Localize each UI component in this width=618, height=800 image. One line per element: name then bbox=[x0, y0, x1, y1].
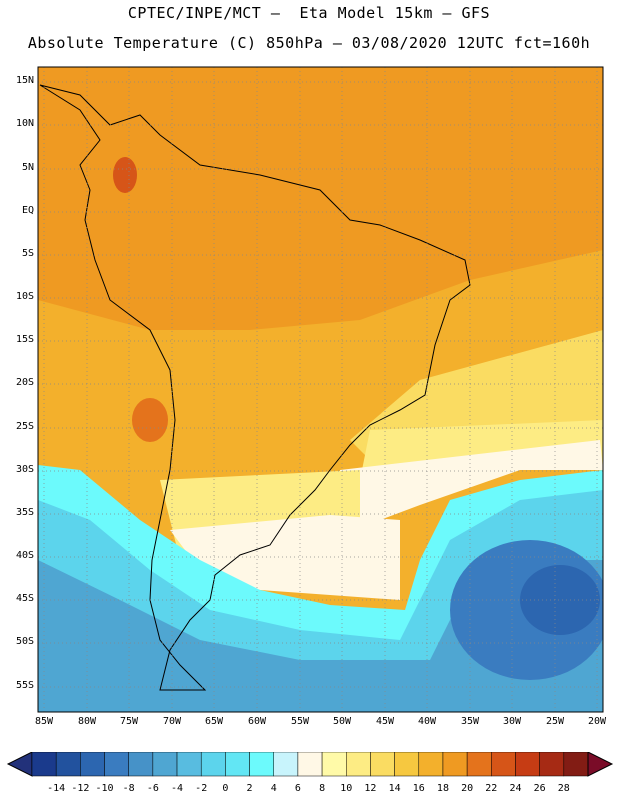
colorbar-swatch bbox=[152, 752, 178, 777]
field-cold-deep bbox=[38, 560, 603, 712]
colorbar-swatch bbox=[321, 752, 347, 777]
lon-label: 30W bbox=[502, 716, 522, 727]
lat-label: 30S bbox=[15, 464, 34, 475]
colorbar bbox=[6, 752, 614, 777]
colorbar-swatch bbox=[297, 752, 323, 777]
colorbar-label: 12 bbox=[364, 783, 377, 794]
lon-label: 40W bbox=[417, 716, 437, 727]
colorbar-swatch bbox=[249, 752, 274, 777]
field-cold-center bbox=[520, 565, 600, 635]
lon-label: 55W bbox=[290, 716, 310, 727]
colorbar-swatch bbox=[200, 752, 226, 777]
colorbar-swatch bbox=[176, 752, 202, 777]
lon-label: 20W bbox=[587, 716, 607, 727]
colorbar-swatch bbox=[225, 752, 250, 777]
field-hotspot-andes bbox=[132, 398, 168, 442]
colorbar-label: -4 bbox=[171, 783, 184, 794]
colorbar-swatch bbox=[80, 752, 105, 777]
colorbar-low-arrow bbox=[6, 752, 33, 777]
map-frame bbox=[37, 66, 604, 713]
lat-label: 45S bbox=[15, 593, 34, 604]
colorbar-label: 0 bbox=[222, 783, 229, 794]
colorbar-label: 16 bbox=[412, 783, 425, 794]
colorbar-swatch bbox=[442, 752, 468, 777]
lat-label: 35S bbox=[15, 507, 34, 518]
colorbar-swatch bbox=[370, 752, 395, 777]
colorbar-label: 18 bbox=[436, 783, 449, 794]
colorbar-swatch bbox=[104, 752, 129, 777]
colorbar-swatch bbox=[563, 752, 589, 777]
lon-label: 70W bbox=[162, 716, 182, 727]
lat-label: 20S bbox=[15, 377, 34, 388]
lon-label: 25W bbox=[545, 716, 565, 727]
colorbar-swatch bbox=[346, 752, 371, 777]
colorbar-swatch bbox=[394, 752, 420, 777]
coastline bbox=[39, 84, 471, 691]
lat-label: 15S bbox=[15, 334, 34, 345]
lat-label: 5N bbox=[21, 162, 34, 173]
colorbar-label: 4 bbox=[270, 783, 277, 794]
field-hotspot-colombia bbox=[113, 157, 137, 193]
lat-label: 40S bbox=[15, 550, 34, 561]
lon-label: 60W bbox=[247, 716, 267, 727]
lat-label: 15N bbox=[15, 75, 34, 86]
title-line-2: Absolute Temperature (C) 850hPa – 03/08/… bbox=[27, 34, 591, 52]
title-line-1: CPTEC/INPE/MCT – Eta Model 15km – GFS bbox=[127, 4, 491, 22]
field-warm-north bbox=[38, 67, 603, 330]
lon-label: 85W bbox=[34, 716, 54, 727]
lat-label: 25S bbox=[15, 421, 34, 432]
colorbar-label: 14 bbox=[388, 783, 401, 794]
colorbar-swatch bbox=[491, 752, 516, 777]
lat-label: 10N bbox=[15, 118, 34, 129]
lon-label: 65W bbox=[204, 716, 224, 727]
colorbar-high-arrow bbox=[587, 752, 614, 777]
colorbar-swatch bbox=[55, 752, 81, 777]
colorbar-label: 28 bbox=[557, 783, 570, 794]
colorbar-label: -10 bbox=[95, 783, 114, 794]
lon-label: 80W bbox=[77, 716, 97, 727]
field-hotspot-interior bbox=[190, 290, 270, 330]
colorbar-label: 26 bbox=[533, 783, 546, 794]
lat-label: 55S bbox=[15, 680, 34, 691]
colorbar-label: 10 bbox=[340, 783, 353, 794]
colorbar-swatch bbox=[418, 752, 444, 777]
colorbar-label: 22 bbox=[485, 783, 498, 794]
lon-label: 50W bbox=[332, 716, 352, 727]
colorbar-swatch bbox=[539, 752, 565, 777]
colorbar-swatch bbox=[273, 752, 299, 777]
colorbar-swatch bbox=[515, 752, 540, 777]
lon-label: 45W bbox=[375, 716, 395, 727]
lat-label: EQ bbox=[21, 205, 34, 216]
colorbar-label: 2 bbox=[246, 783, 253, 794]
colorbar-label: -2 bbox=[195, 783, 208, 794]
colorbar-label: -6 bbox=[146, 783, 159, 794]
colorbar-swatch bbox=[128, 752, 154, 777]
colorbar-label: 8 bbox=[319, 783, 326, 794]
colorbar-label: 24 bbox=[509, 783, 522, 794]
colorbar-label: 6 bbox=[294, 783, 301, 794]
colorbar-swatch bbox=[31, 752, 57, 777]
colorbar-label: -12 bbox=[71, 783, 90, 794]
colorbar-label: -8 bbox=[122, 783, 135, 794]
lon-label: 75W bbox=[119, 716, 139, 727]
colorbar-label: 20 bbox=[461, 783, 474, 794]
lat-label: 5S bbox=[21, 248, 34, 259]
lat-label: 10S bbox=[15, 291, 34, 302]
lon-label: 35W bbox=[460, 716, 480, 727]
colorbar-label: -14 bbox=[47, 783, 66, 794]
colorbar-swatch bbox=[466, 752, 492, 777]
lat-label: 50S bbox=[15, 636, 34, 647]
field-atlantic-cream bbox=[340, 440, 603, 540]
